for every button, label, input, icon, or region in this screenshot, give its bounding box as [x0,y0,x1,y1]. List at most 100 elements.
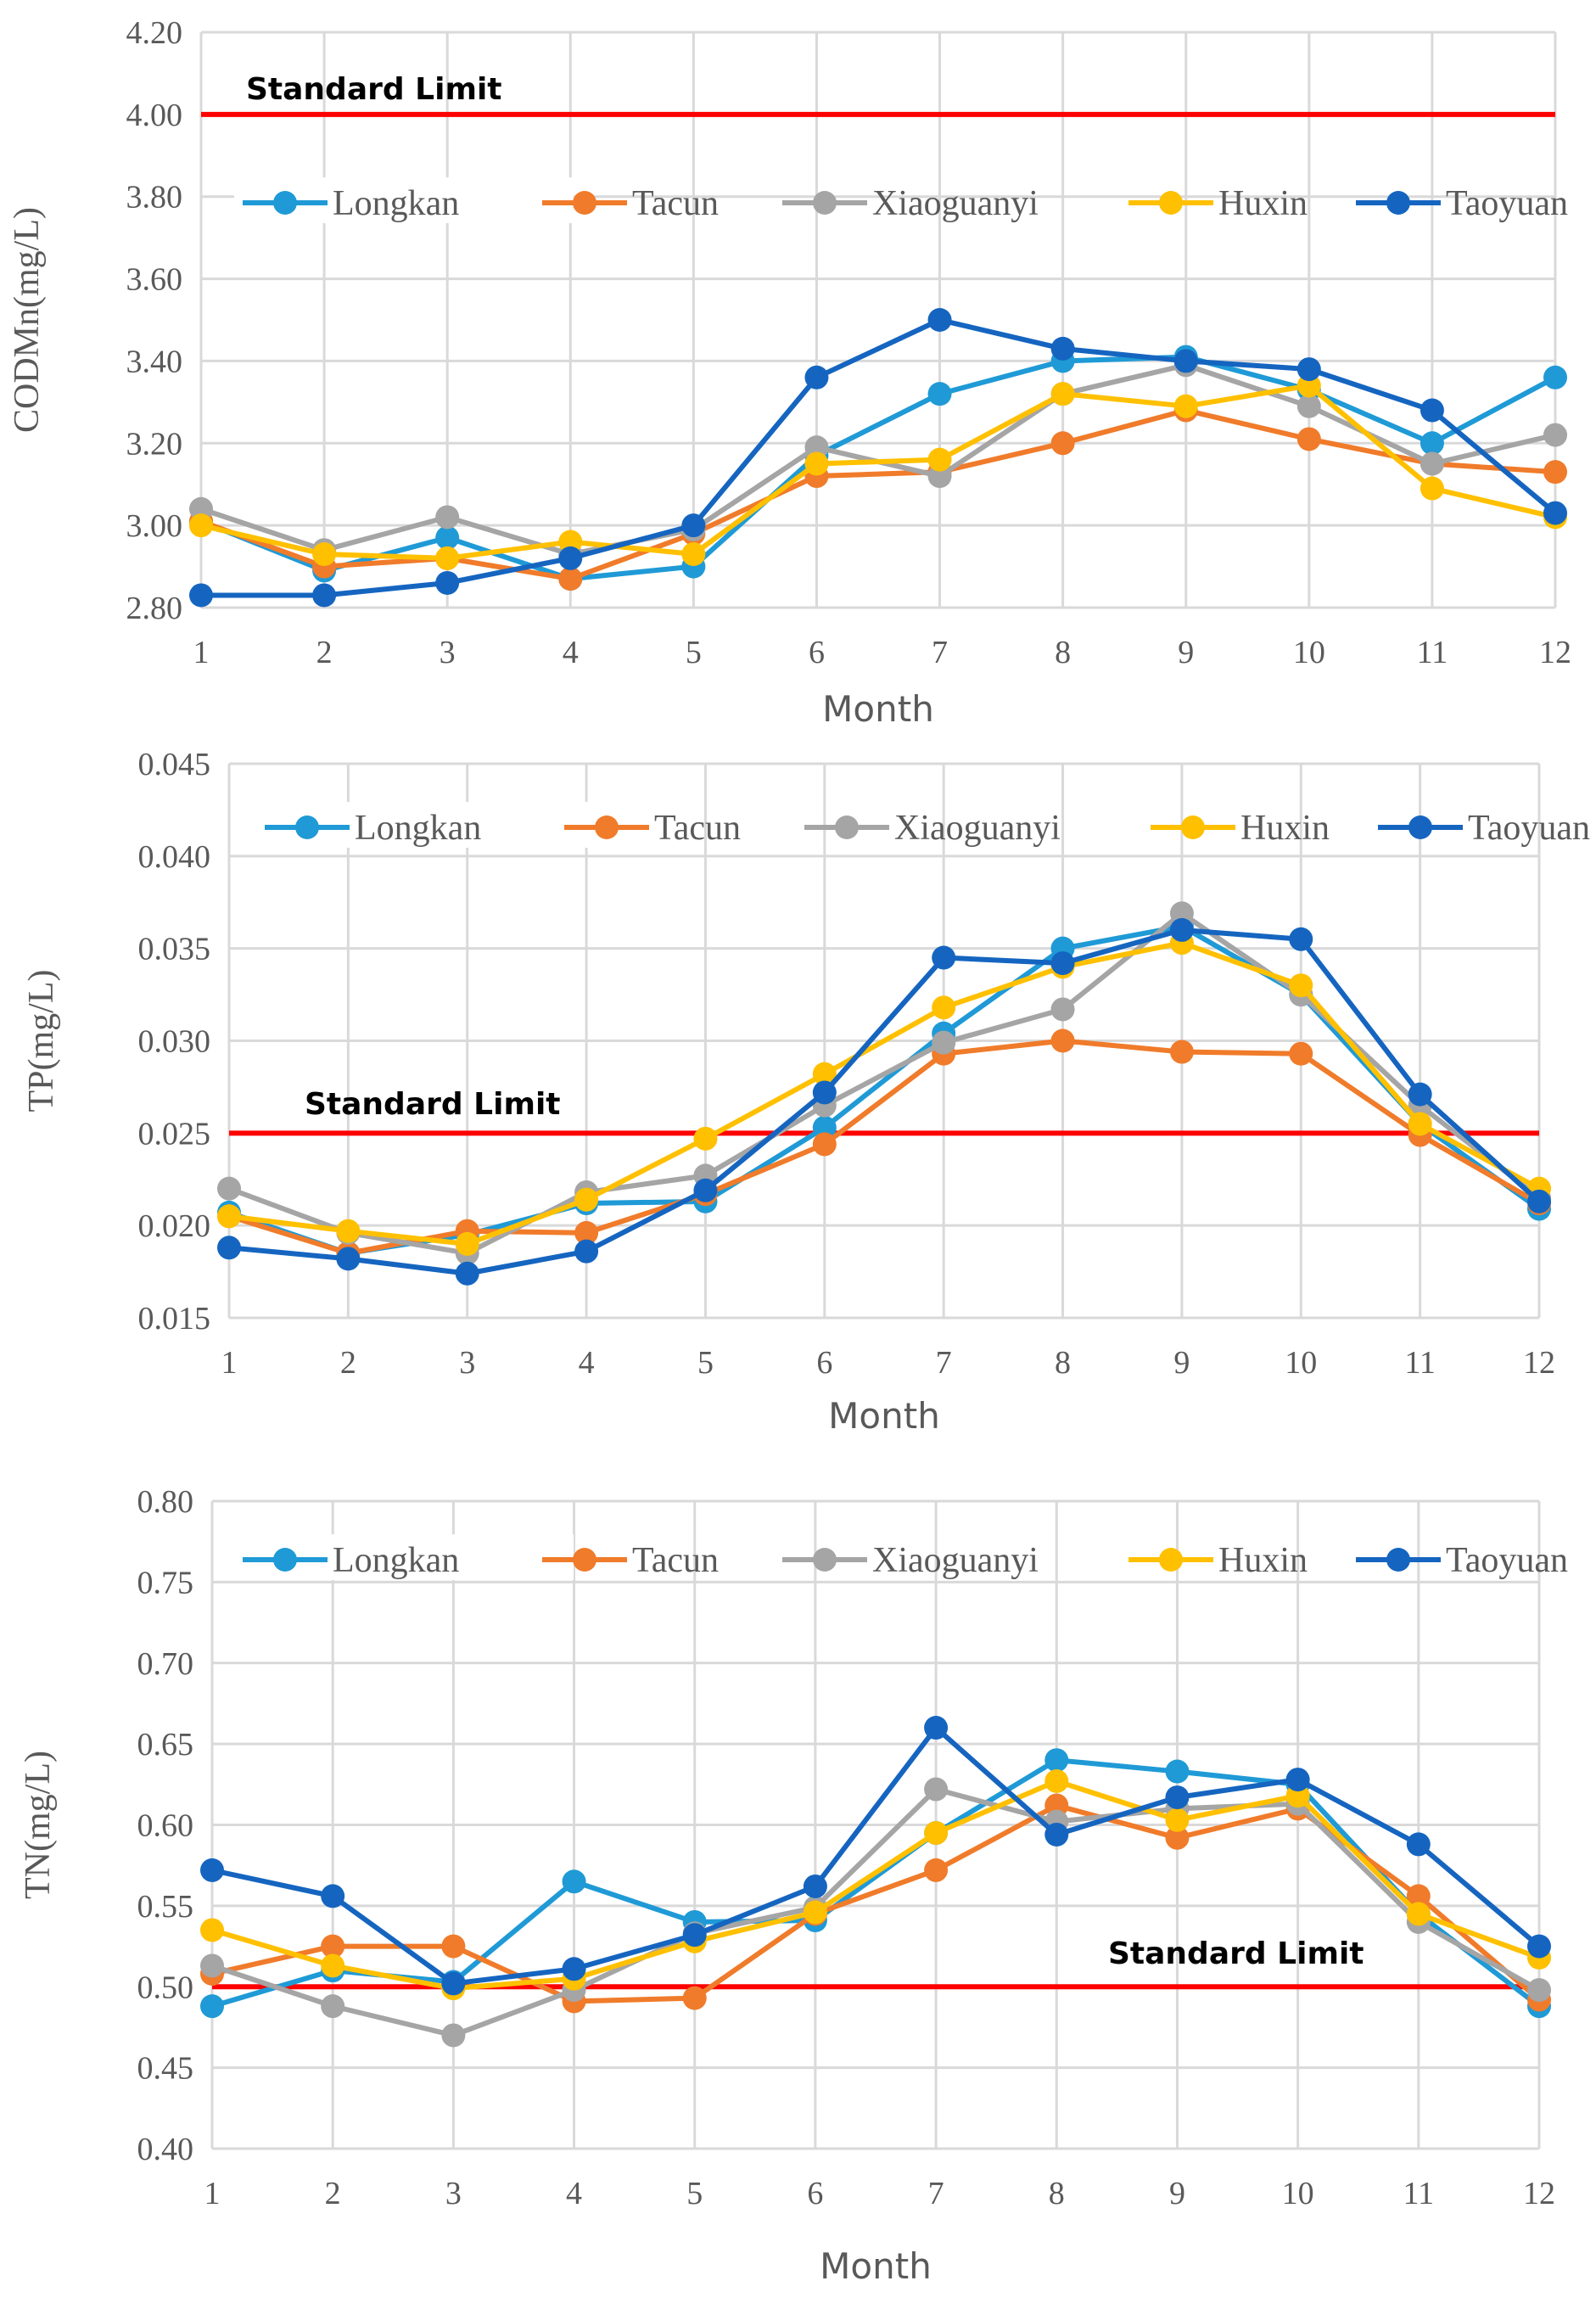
y-tick-label: 4.20 [126,15,183,51]
data-point [1050,1028,1075,1053]
y-tick-label: 0.45 [137,2051,194,2087]
data-point [924,1716,949,1740]
series-line-longkan [199,354,1557,582]
data-point [441,1934,466,1959]
y-axis-title: TN(mg/L) [19,1751,58,1899]
data-point [1165,1759,1190,1784]
data-point [927,464,952,489]
data-point [217,1204,241,1229]
data-point [1165,1785,1190,1810]
legend-marker-tacun [573,1548,596,1572]
data-point [1543,365,1567,390]
data-point [1420,451,1444,476]
data-point [681,513,706,538]
data-point [1420,476,1444,501]
x-axis-title: Month [828,1395,940,1437]
x-tick-label: 7 [936,1345,952,1381]
data-point [321,1934,345,1959]
legend-label-taoyuan: Taoyuan [1446,1541,1568,1580]
chart-panel-3: 0.400.450.500.550.600.650.700.750.801 2 3 4… [19,1484,1568,2287]
data-point [804,451,829,476]
data-point [932,995,956,1020]
series-line-huxin [228,940,1541,1247]
data-point [558,567,583,591]
data-point [435,546,460,570]
y-tick-label: 0.65 [137,1727,194,1763]
data-point [1289,973,1313,998]
legend-label-taoyuan: Taoyuan [1446,184,1568,223]
x-tick-label: 8 [1055,635,1071,670]
data-point [812,1115,837,1140]
y-tick-label: 3.20 [126,426,183,462]
data-point [200,1858,224,1882]
data-point [435,525,460,550]
y-tick-label: 0.50 [137,1970,194,2005]
data-point [927,308,952,332]
legend-label-longkan: Longkan [333,184,459,223]
legend-marker-longkan [273,191,297,215]
data-point [435,505,460,530]
data-point [1285,1768,1310,1792]
series-taoyuan [189,308,1567,608]
data-point [812,1132,837,1157]
y-tick-label: 0.60 [137,1808,194,1844]
data-point [455,1231,479,1256]
x-tick-label: 3 [459,1345,475,1381]
series-xiaoguanyi [200,1777,1551,2048]
data-point [189,583,213,608]
series-huxin [217,931,1551,1256]
x-tick-label: 7 [928,2176,944,2211]
y-tick-label: 0.030 [138,1024,211,1060]
x-tick-label: 5 [697,1345,714,1381]
y-tick-label: 3.40 [126,344,183,379]
x-tick-label: 10 [1285,1345,1317,1381]
x-tick-label: 9 [1169,2176,1185,2211]
x-tick-label: 5 [686,635,702,670]
data-point [200,1918,224,1942]
data-point [200,1953,224,1978]
data-point [927,382,952,406]
data-point [924,1821,949,1846]
x-tick-label: 11 [1404,1345,1436,1381]
x-tick-label: 5 [686,2176,703,2211]
y-tick-label: 0.020 [138,1208,211,1244]
x-tick-label: 4 [579,1345,595,1381]
data-point [812,1062,837,1086]
data-point [1527,1189,1551,1213]
x-tick-label: 2 [325,2176,341,2211]
standard-limit-label: Standard Limit [1108,1936,1364,1971]
x-tick-label: 12 [1539,635,1571,670]
data-point [812,1080,837,1105]
x-tick-label: 8 [1049,2176,1065,2211]
legend-marker-xiaoguanyi [813,191,837,215]
y-tick-label: 3.60 [126,262,183,298]
legend-label-taoyuan: Taoyuan [1468,809,1590,848]
data-point [1408,1082,1432,1107]
data-point [1420,431,1444,456]
legend-marker-tacun [595,815,619,839]
legend-label-longkan: Longkan [355,809,481,848]
data-point [1173,394,1198,418]
y-tick-label: 3.80 [126,180,183,216]
y-tick-label: 2.80 [126,591,183,626]
data-point [1169,917,1194,942]
x-tick-label: 1 [193,635,210,670]
data-point [1050,336,1075,361]
data-point [1543,460,1567,485]
y-tick-label: 3.00 [126,508,183,544]
y-tick-label: 0.015 [138,1301,211,1337]
series-taoyuan [200,1716,1551,1996]
legend-label-tacun: Tacun [654,809,741,848]
series-line-tacun [228,1038,1541,1256]
data-point [455,1261,479,1286]
y-tick-label: 0.75 [137,1565,194,1600]
x-tick-label: 6 [809,635,825,670]
series-line-taoyuan [228,927,1542,1276]
x-tick-label: 2 [316,635,333,670]
legend-label-huxin: Huxin [1240,809,1330,848]
series-line-huxin [200,383,1556,561]
data-point [1406,1902,1431,1926]
series-longkan [189,345,1567,591]
